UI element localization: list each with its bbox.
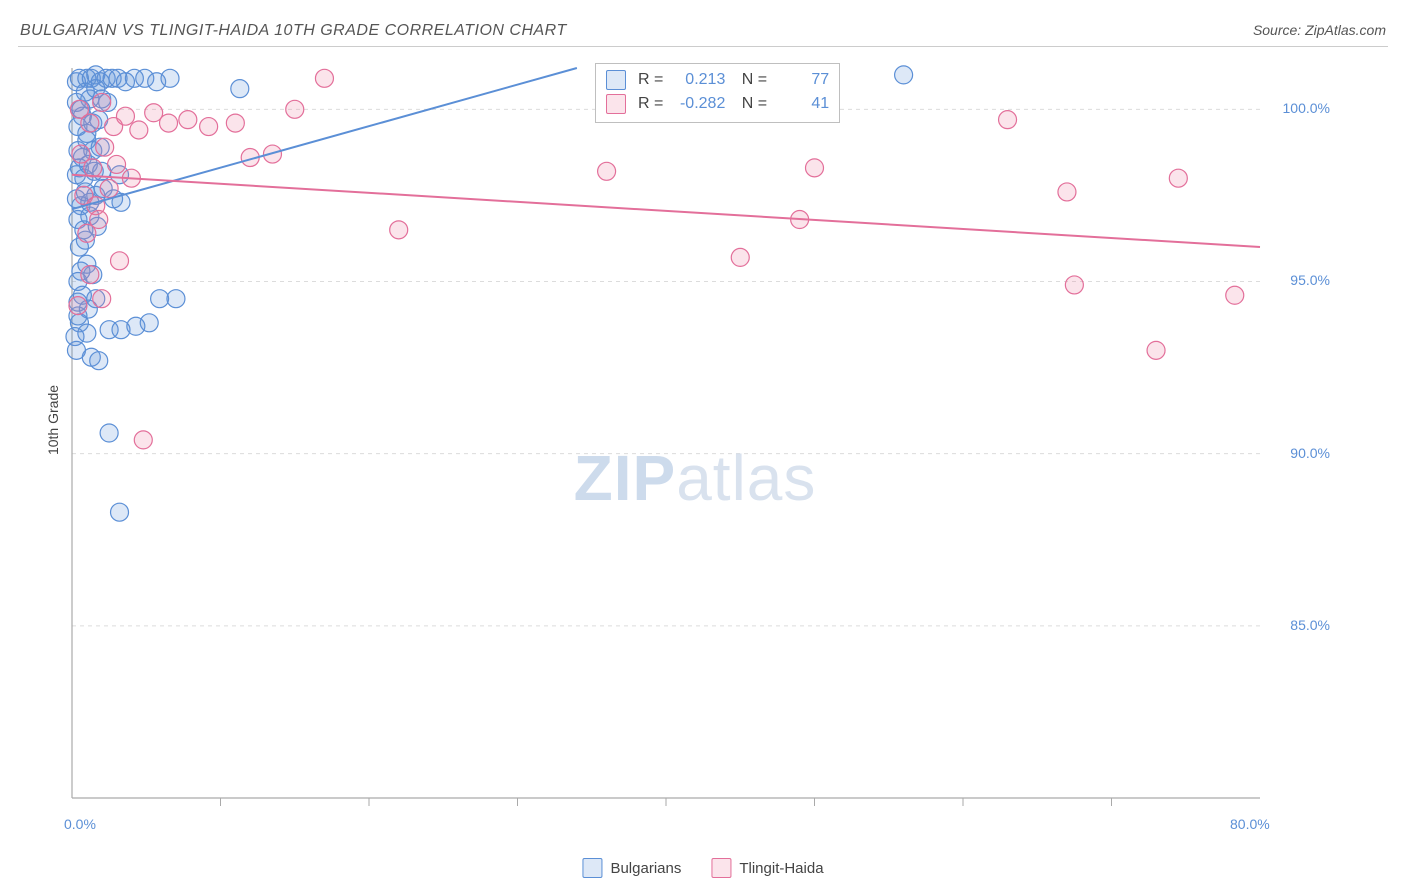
y-tick-label: 85.0% — [1270, 617, 1330, 633]
y-tick-label: 100.0% — [1270, 100, 1330, 116]
x-tick-label: 80.0% — [1230, 816, 1270, 832]
y-axis-label: 10th Grade — [45, 385, 61, 455]
stats-row: R =0.213 N =77 — [606, 68, 829, 92]
x-tick-label: 0.0% — [64, 816, 96, 832]
legend-swatch-bulgarians — [582, 858, 602, 878]
source-link[interactable]: ZipAtlas.com — [1305, 22, 1386, 38]
stats-row: R =-0.282 N =41 — [606, 92, 829, 116]
chart-svg — [60, 58, 1330, 818]
correlation-stats-box: R =0.213 N =77R =-0.282 N =41 — [595, 63, 840, 123]
correlation-chart: ZIPatlas R =0.213 N =77R =-0.282 N =41 8… — [60, 58, 1330, 818]
chart-title: BULGARIAN VS TLINGIT-HAIDA 10TH GRADE CO… — [20, 22, 567, 40]
legend-item-bulgarians: Bulgarians — [582, 858, 681, 878]
y-tick-label: 95.0% — [1270, 272, 1330, 288]
source-label: Source: ZipAtlas.com — [1253, 22, 1386, 38]
legend-label-bulgarians: Bulgarians — [610, 860, 681, 877]
y-tick-label: 90.0% — [1270, 445, 1330, 461]
header-divider — [18, 46, 1388, 47]
source-prefix: Source: — [1253, 22, 1305, 38]
legend-swatch-tlingit-haida — [711, 858, 731, 878]
legend: Bulgarians Tlingit-Haida — [582, 858, 823, 878]
legend-item-tlingit-haida: Tlingit-Haida — [711, 858, 823, 878]
legend-label-tlingit-haida: Tlingit-Haida — [739, 860, 823, 877]
